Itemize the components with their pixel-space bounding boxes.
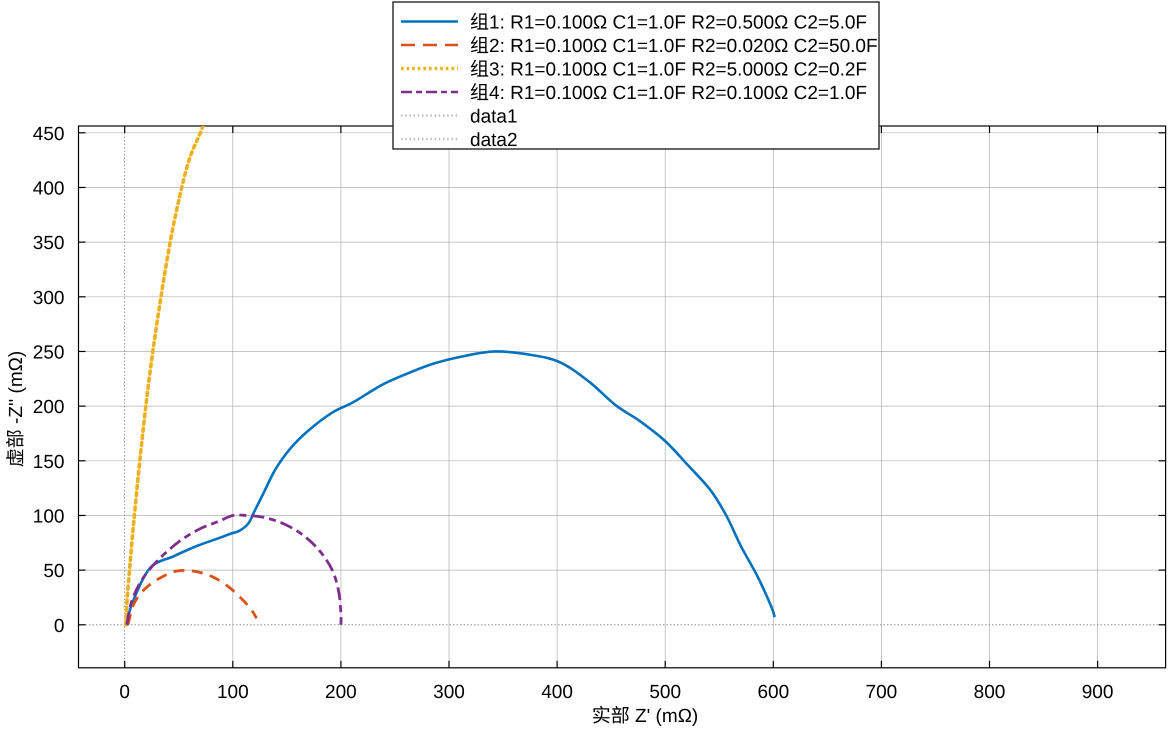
svg-text:0: 0 — [119, 682, 130, 703]
svg-text:组4: R1=0.100Ω C1=1.0F R2=0.100: 组4: R1=0.100Ω C1=1.0F R2=0.100Ω C2=1.0F — [470, 83, 867, 104]
svg-text:实部 Z' (mΩ): 实部 Z' (mΩ) — [592, 705, 698, 727]
svg-text:900: 900 — [1082, 682, 1114, 703]
svg-text:100: 100 — [217, 682, 249, 703]
svg-text:data2: data2 — [470, 130, 518, 151]
svg-text:450: 450 — [33, 124, 65, 145]
svg-text:150: 150 — [33, 452, 65, 473]
svg-text:400: 400 — [541, 682, 573, 703]
svg-text:400: 400 — [33, 178, 65, 199]
svg-text:200: 200 — [33, 397, 65, 418]
svg-text:600: 600 — [757, 682, 789, 703]
svg-text:0: 0 — [54, 616, 65, 637]
svg-text:组3: R1=0.100Ω C1=1.0F R2=5.000: 组3: R1=0.100Ω C1=1.0F R2=5.000Ω C2=0.2F — [470, 60, 867, 81]
svg-text:300: 300 — [433, 682, 465, 703]
svg-text:100: 100 — [33, 506, 65, 527]
svg-text:700: 700 — [866, 682, 898, 703]
svg-text:300: 300 — [33, 288, 65, 309]
svg-text:250: 250 — [33, 342, 65, 363]
svg-text:200: 200 — [325, 682, 357, 703]
svg-text:800: 800 — [974, 682, 1006, 703]
svg-text:虚部 -Z'' (mΩ): 虚部 -Z'' (mΩ) — [5, 351, 27, 467]
svg-text:350: 350 — [33, 233, 65, 254]
svg-text:500: 500 — [649, 682, 681, 703]
svg-text:组2: R1=0.100Ω C1=1.0F R2=0.020: 组2: R1=0.100Ω C1=1.0F R2=0.020Ω C2=50.0F — [470, 36, 878, 57]
svg-text:data1: data1 — [470, 107, 518, 128]
svg-text:组1: R1=0.100Ω C1=1.0F R2=0.500: 组1: R1=0.100Ω C1=1.0F R2=0.500Ω C2=5.0F — [470, 13, 867, 34]
svg-text:50: 50 — [43, 561, 64, 582]
